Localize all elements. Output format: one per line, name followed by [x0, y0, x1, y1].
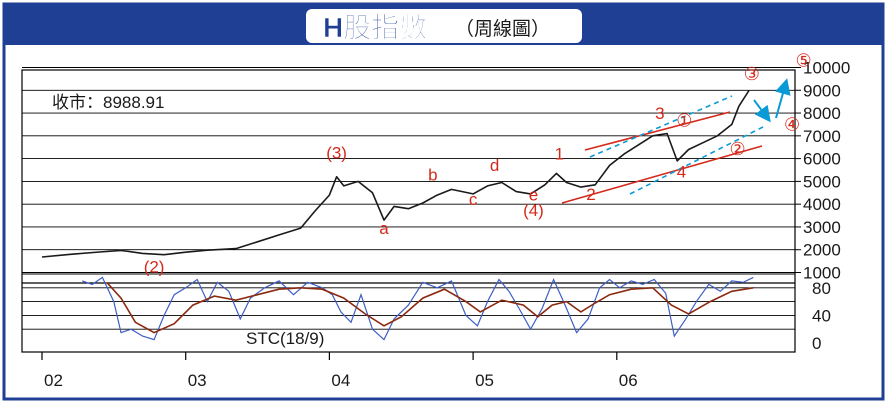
channel-lower-dashed	[629, 125, 766, 195]
wave-label: b	[428, 165, 437, 184]
trendline-lower-red	[561, 145, 763, 204]
stc-slow-line	[106, 281, 754, 334]
wave-label: 2	[586, 185, 595, 204]
price-tick-label: 3000	[803, 218, 841, 237]
stc-axis: 0 40 80	[812, 279, 831, 353]
wave-annotations: (2) (3) a b cd e(4) 1 2 3 4 ① ② ③ ④ ⑤	[144, 50, 812, 276]
stc-tick-label: 80	[812, 279, 831, 298]
chart-title: H股指數	[323, 12, 427, 43]
x-tick-label: 03	[188, 371, 207, 390]
wave-label: ③	[744, 64, 760, 84]
stc-label: STC(18/9)	[246, 329, 324, 348]
wave-label: 4	[677, 163, 686, 182]
wave-label: c	[469, 190, 478, 209]
projection-arrow-up	[775, 78, 791, 119]
wave-label: ②	[729, 139, 745, 159]
chart-subtitle: （周線圖）	[455, 18, 550, 40]
x-axis: 02 03 04 05 06	[41, 352, 638, 390]
wave-label: d	[490, 156, 499, 175]
wave-label: (2)	[144, 258, 165, 277]
channel-upper-dashed	[589, 95, 733, 158]
price-tick-label: 1000	[803, 264, 841, 283]
price-tick-label: 9000	[803, 81, 841, 100]
x-tick-label: 05	[475, 371, 494, 390]
close-price-label: 收市：8988.91	[52, 93, 164, 112]
price-tick-label: 2000	[803, 241, 841, 260]
wave-label: (3)	[326, 144, 347, 163]
x-tick-label: 06	[619, 371, 638, 390]
wave-label: ④	[784, 114, 800, 134]
price-axis: 1000 2000 3000 4000 5000 6000 7000 8000 9000 1000…	[795, 59, 850, 283]
price-tick-label: 5000	[803, 172, 841, 191]
projection-arrow-down	[753, 99, 771, 123]
price-tick-label: 4000	[803, 195, 841, 214]
trendlines	[561, 78, 791, 204]
price-series-line	[41, 90, 750, 258]
price-tick-label: 8000	[803, 104, 841, 123]
wave-label: ⑤	[796, 50, 812, 70]
wave-label: 1	[555, 145, 564, 164]
price-tick-label: 6000	[803, 150, 841, 169]
trendline-upper-red	[584, 111, 731, 151]
price-grid	[22, 67, 795, 284]
stc-fast-line	[82, 276, 754, 341]
price-tick-label: 7000	[803, 127, 841, 146]
stc-grid	[22, 273, 795, 330]
wave-label: 3	[655, 104, 664, 123]
wave-label: a	[379, 219, 389, 238]
stc-tick-label: 0	[812, 334, 821, 353]
price-tick-label: 10000	[803, 59, 850, 78]
wave-label: ①	[676, 111, 692, 131]
title-badge	[306, 9, 582, 43]
wave-label: e	[529, 186, 538, 205]
x-tick-label: 04	[331, 371, 350, 390]
stc-tick-label: 40	[812, 306, 831, 325]
x-tick-label: 02	[44, 371, 63, 390]
wave-label: (4)	[523, 201, 544, 220]
